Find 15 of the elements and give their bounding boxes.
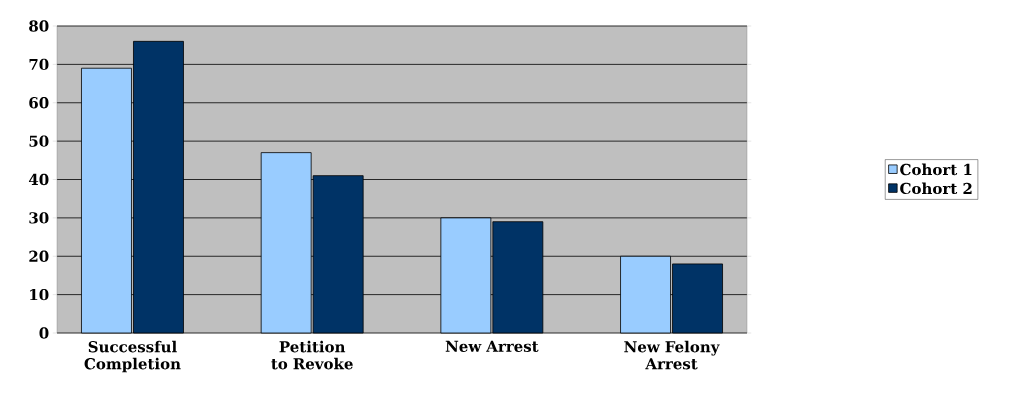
y-tick-label: 50 (29, 135, 49, 147)
y-tick-label: 80 (29, 20, 49, 32)
y-tick-label: 60 (29, 97, 49, 109)
y-tick-label: 20 (29, 250, 49, 262)
y-tick-label: 0 (39, 327, 49, 339)
y-tick-label: 70 (29, 58, 49, 71)
x-tick-label: New Felony Arrest (624, 340, 720, 370)
legend-label: Cohort 1 (900, 163, 972, 176)
y-tick-label: 40 (28, 173, 49, 186)
x-tick-label: Successful Completion (84, 340, 181, 373)
x-tick-label: New Arrest (445, 340, 539, 352)
y-tick-label: 10 (30, 288, 49, 301)
legend-label: Cohort 2 (900, 182, 972, 195)
y-tick-label: 30 (29, 212, 49, 224)
x-tick-label: Petition to Revoke (271, 340, 353, 370)
